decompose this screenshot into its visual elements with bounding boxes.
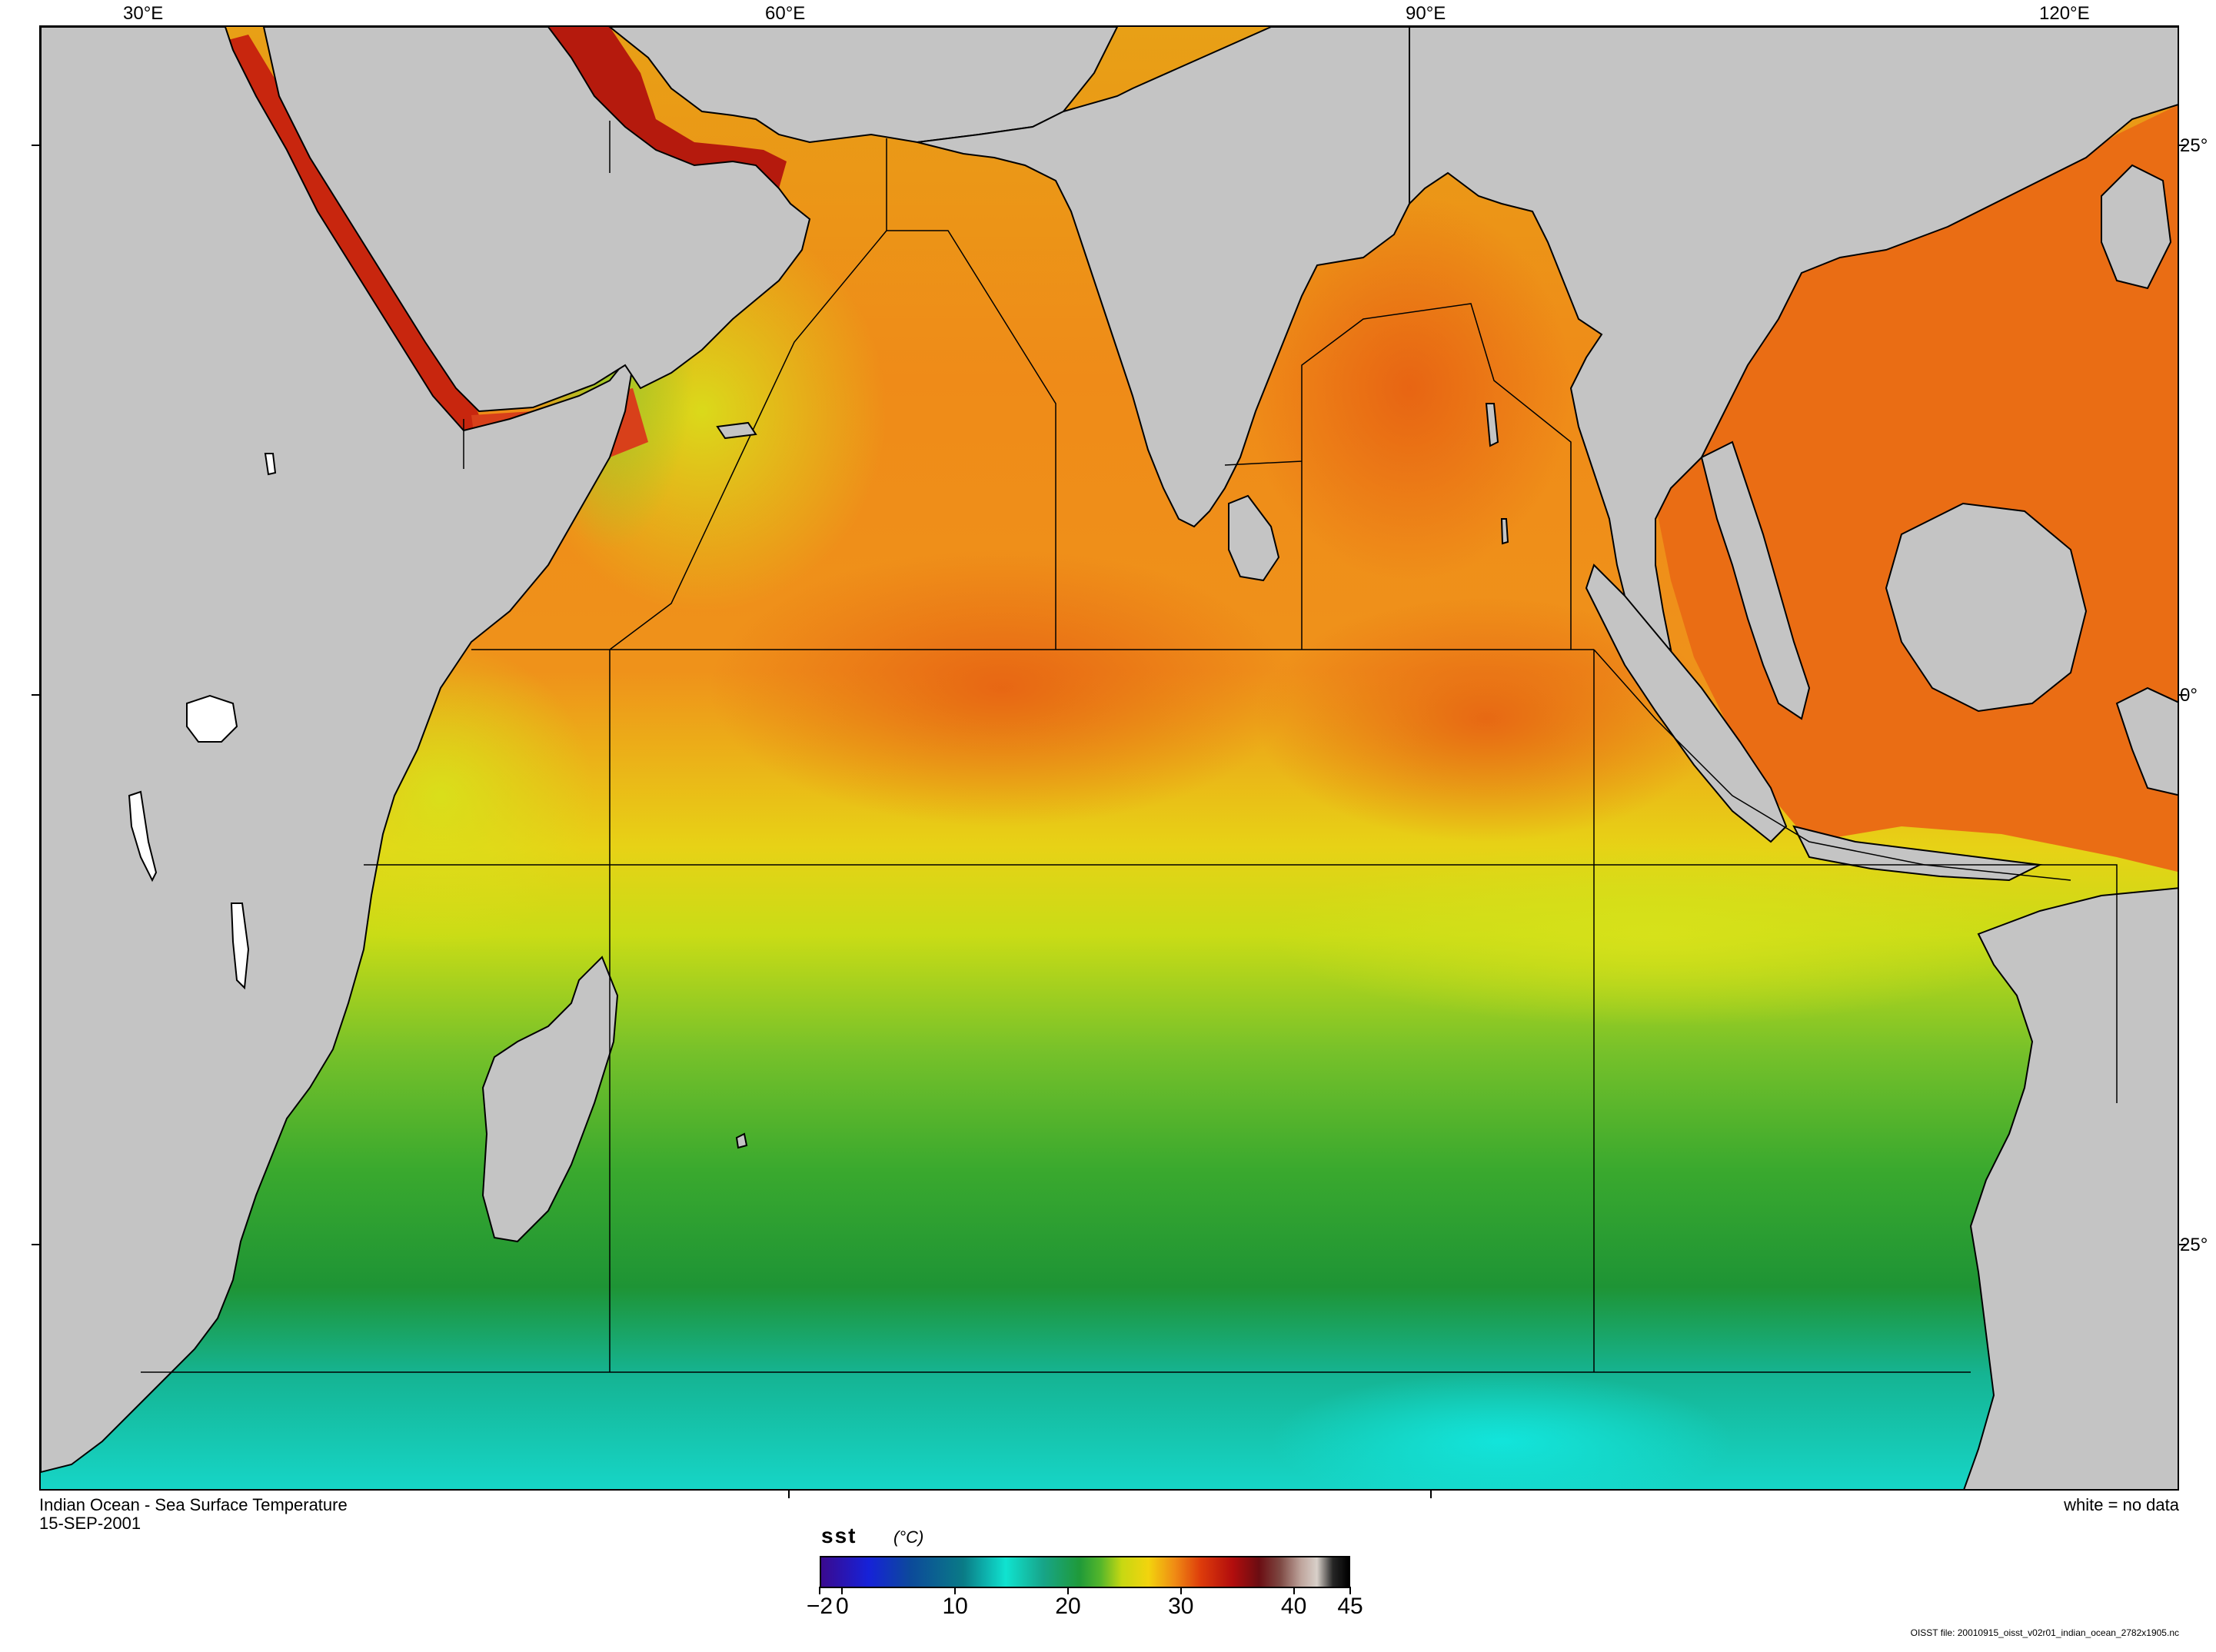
- india-landmass: [917, 27, 1410, 528]
- boundary-east: [1593, 649, 2071, 881]
- lat-label-25n: 25°: [2180, 135, 2208, 156]
- red-sea: [225, 35, 502, 467]
- sulawesi: [2115, 686, 2178, 796]
- arabian-peninsula: [262, 27, 811, 413]
- no-data-note: white = no data: [2064, 1495, 2179, 1514]
- nicobar-islands: [1500, 518, 1509, 545]
- lake-tanganyika: [128, 790, 158, 883]
- lat-tick-right-25s: [2179, 1244, 2187, 1245]
- lat-label-25s: 25°: [2180, 1235, 2208, 1255]
- andaman-islands: [1485, 403, 1499, 447]
- australia-landmass: [1963, 887, 2178, 1489]
- map-date: 15-SEP-2001: [39, 1514, 141, 1533]
- colorbar-tick-label: −2: [806, 1594, 833, 1619]
- file-note: OISST file: 20010915_oisst_v02r01_indian…: [1910, 1627, 2179, 1638]
- lat-tick-right-0: [2179, 694, 2187, 696]
- bay-of-bengal-warm-patch: [1248, 196, 1571, 580]
- madagascar: [481, 956, 619, 1243]
- colorbar-tick-label: 45: [1337, 1594, 1363, 1619]
- colorbar-tick-label: 40: [1280, 1594, 1307, 1619]
- lon-label-60e: 60°E: [765, 3, 806, 24]
- lake-victoria: [186, 694, 238, 743]
- lat-tick-left-25s: [32, 1244, 39, 1245]
- philippine-islands: [2101, 164, 2172, 290]
- south-subtropical-yellow-patch: [1271, 842, 2040, 1026]
- colorbar-tick-label: 0: [836, 1594, 849, 1619]
- mauritius-island: [735, 1132, 748, 1149]
- colorbar-tick: [841, 1587, 843, 1594]
- lake-turkana: [264, 453, 277, 476]
- lon-tick-bottom-90e: [1430, 1491, 1432, 1498]
- colorbar-tick: [1180, 1587, 1182, 1594]
- malay-peninsula: [1700, 440, 1811, 720]
- lat-label-0: 0°: [2180, 685, 2198, 706]
- lat-tick-left-0: [32, 694, 39, 696]
- sst-map: [39, 25, 2179, 1491]
- africa-landmass: [41, 27, 634, 1474]
- colorbar-tick-label: 30: [1168, 1594, 1194, 1619]
- lon-label-30e: 30°E: [123, 3, 164, 24]
- socotra-island: [716, 421, 757, 440]
- sri-lanka: [1228, 494, 1280, 582]
- colorbar-tick: [1066, 1587, 1069, 1594]
- sst-colorbar: [820, 1556, 1350, 1588]
- colorbar-tick: [1349, 1587, 1351, 1594]
- colorbar-tick-label: 10: [942, 1594, 968, 1619]
- boundary-southern: [141, 650, 2118, 1373]
- colorbar-tick: [954, 1587, 957, 1594]
- lake-malawi: [230, 902, 250, 990]
- map-title: Indian Ocean - Sea Surface Temperature: [39, 1495, 348, 1514]
- legend-variable: sst: [821, 1524, 857, 1547]
- lon-label-90e: 90°E: [1406, 3, 1446, 24]
- equatorial-warm-patch: [710, 550, 1294, 826]
- lat-tick-left-25n: [32, 145, 39, 146]
- persian-gulf: [548, 27, 787, 188]
- southern-cold-patch: [1271, 1372, 1732, 1489]
- colorbar-tick: [1293, 1587, 1295, 1594]
- equatorial-warm-patch-east: [1256, 596, 1717, 842]
- iran-pakistan-coast: [608, 27, 1119, 144]
- lon-label-120e: 120°E: [2039, 3, 2090, 24]
- colorbar-tick-label: 20: [1055, 1594, 1081, 1619]
- colorbar-tick: [819, 1587, 820, 1594]
- lon-tick-bottom-60e: [788, 1491, 790, 1498]
- sumatra: [1585, 563, 1788, 843]
- lat-tick-right-25n: [2179, 145, 2187, 146]
- java: [1792, 825, 2043, 882]
- borneo: [1885, 502, 2088, 713]
- legend-unit: (°C): [893, 1527, 924, 1547]
- boundary-arabian-sea: [463, 121, 1594, 650]
